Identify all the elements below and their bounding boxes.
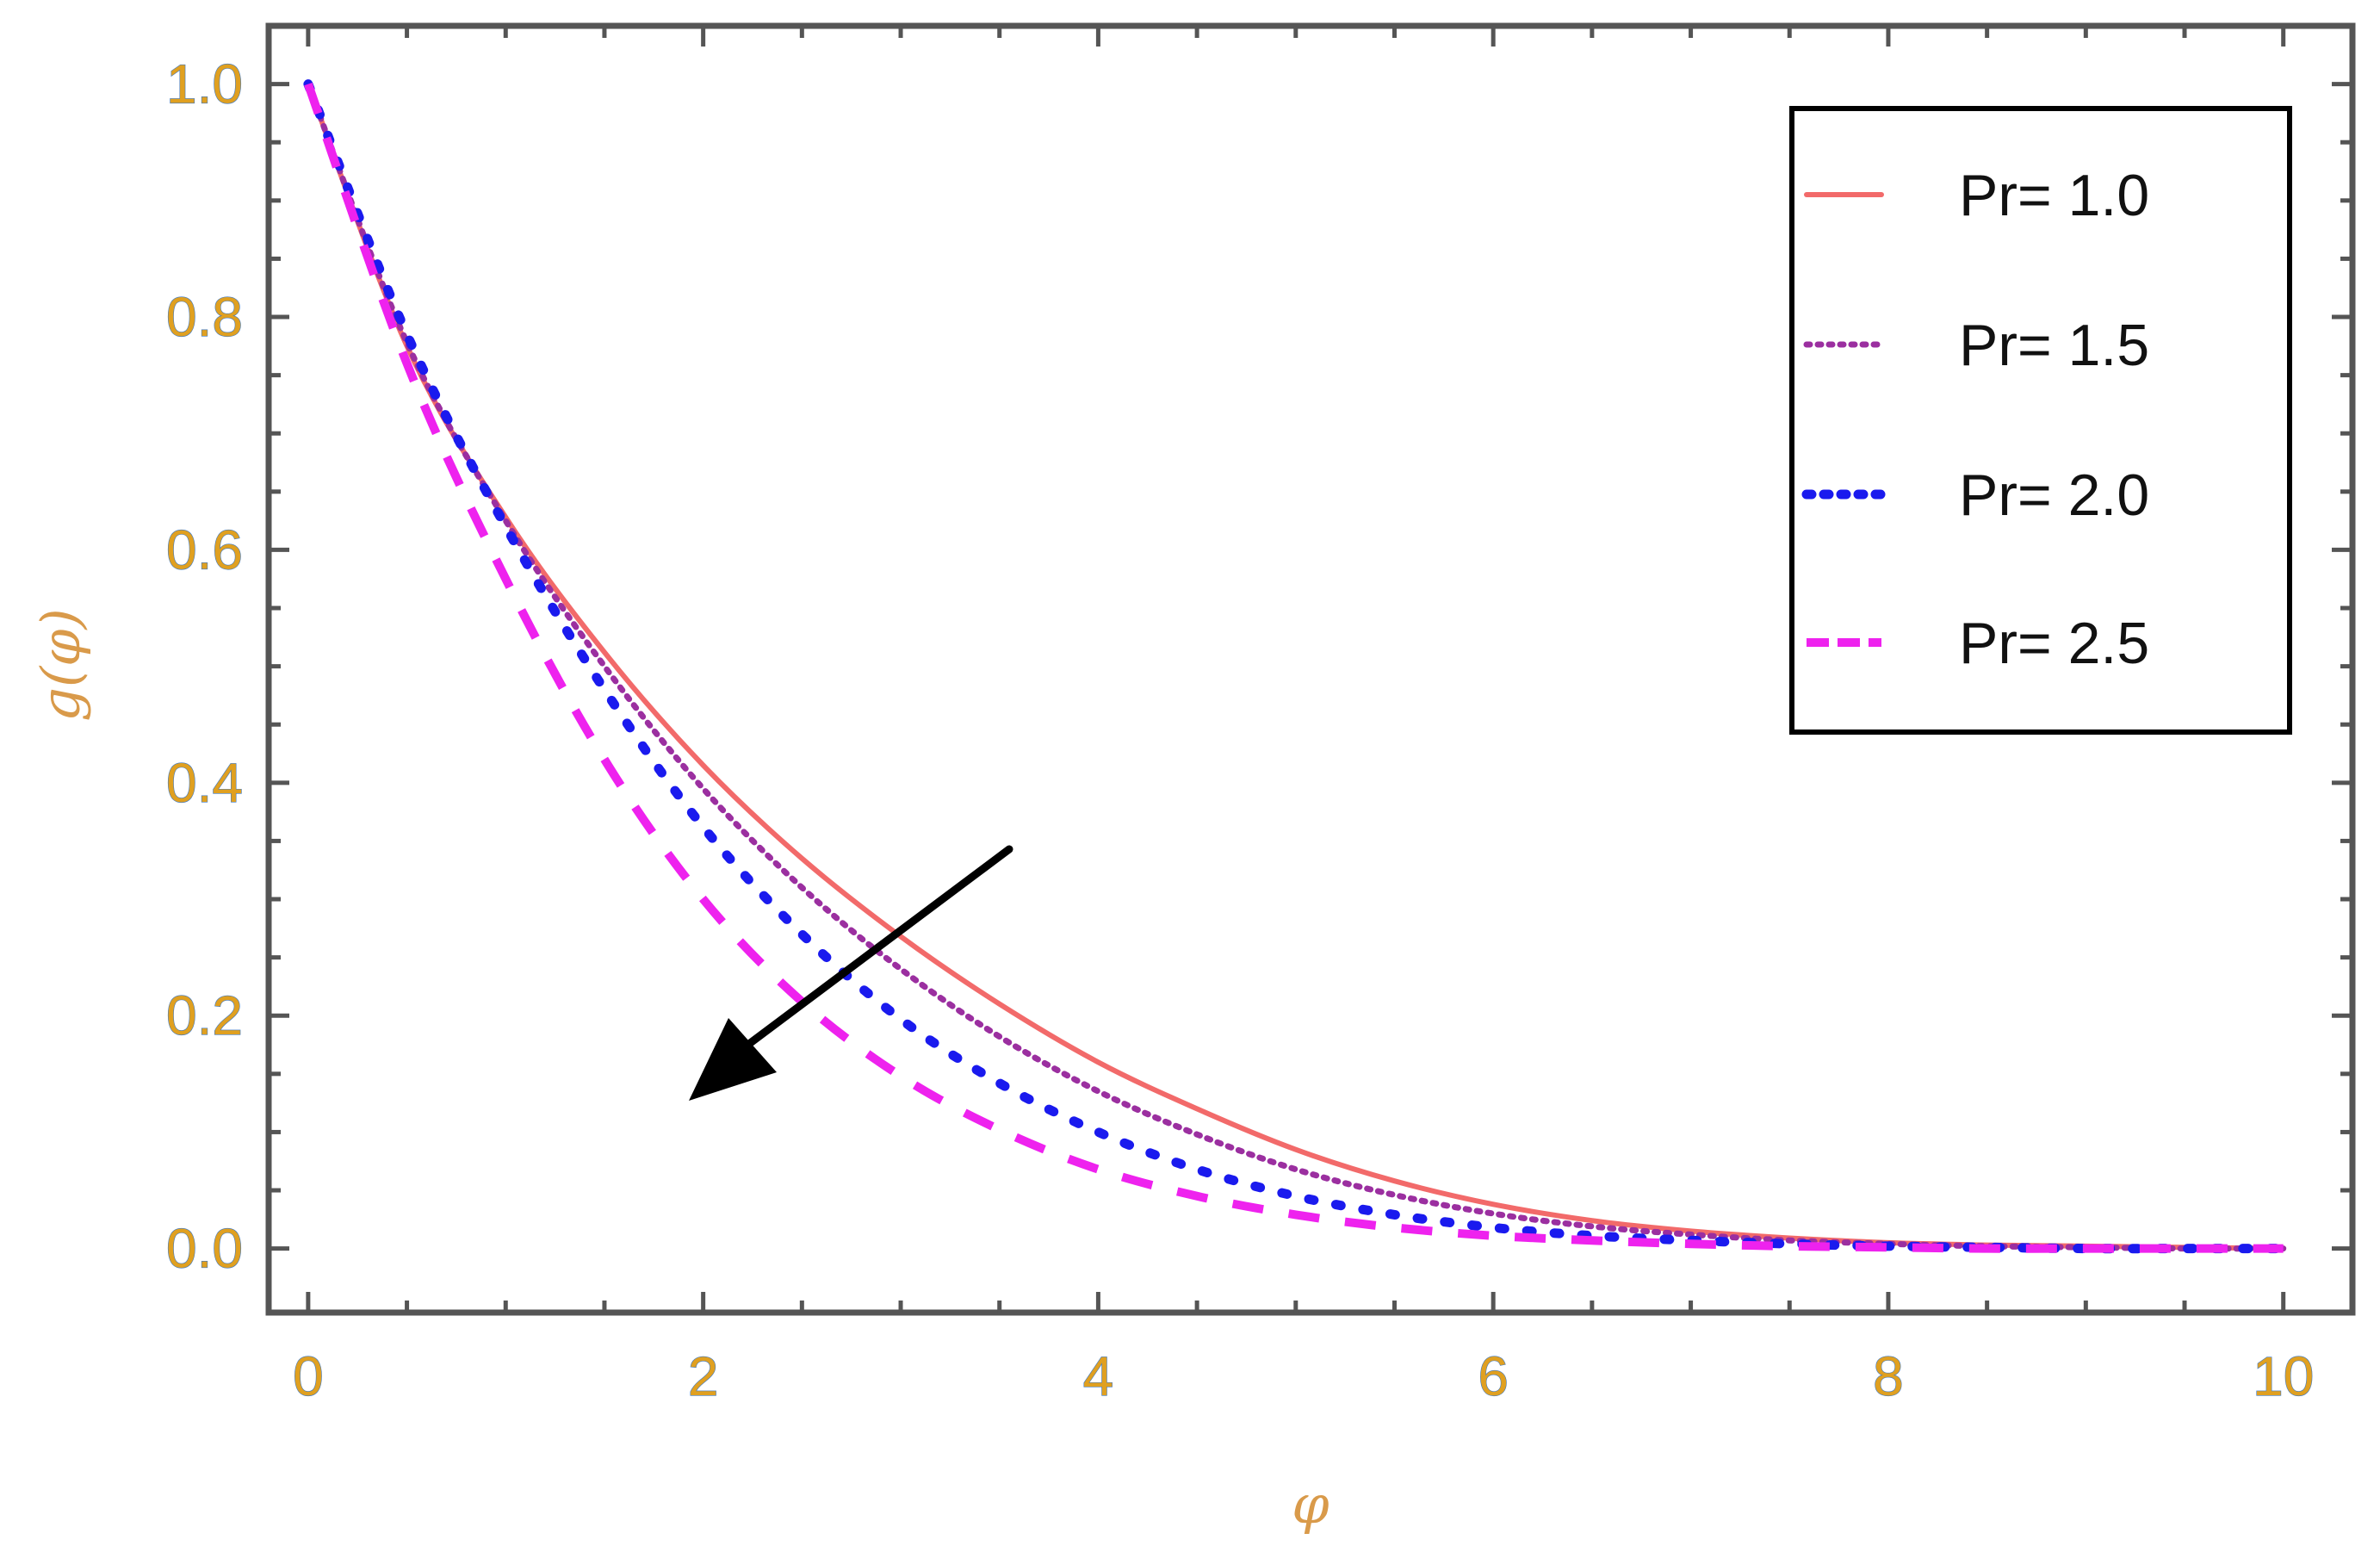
legend-items: Pr= 1.0 Pr= 1.5 Pr= 2.0 Pr= 2.5 [1801, 163, 2149, 676]
x-tick-label: 6 [1478, 1345, 1509, 1407]
x-tick-label: 2 [688, 1345, 719, 1407]
plot-frame [265, 22, 2356, 1316]
legend: Pr= 1.0 Pr= 1.5 Pr= 2.0 Pr= 2.5 [1789, 106, 2292, 735]
arrow-shaft [745, 845, 1013, 1048]
x-ticks [306, 26, 2286, 1313]
legend-label: Pr= 2.0 [1959, 462, 2149, 528]
x-tick-label: 0 [293, 1345, 324, 1407]
y-tick-label: 0.4 [166, 752, 243, 814]
y-tick-label: 0.8 [166, 286, 243, 348]
legend-box [1789, 106, 2292, 735]
x-axis-label: φ [1292, 1473, 1329, 1536]
legend-label: Pr= 1.5 [1959, 313, 2149, 378]
y-tick-label: 1.0 [166, 53, 243, 115]
trend-arrow [689, 845, 1013, 1101]
x-tick-label: 10 [2253, 1345, 2314, 1407]
plot-curves [303, 79, 2289, 1254]
y-axis-label: g(φ) [29, 608, 92, 721]
x-tick-labels: 0 2 4 6 8 10 [292, 1344, 2314, 1407]
y-tick-label: 0.0 [166, 1218, 243, 1280]
y-tick-label: 0.6 [166, 518, 243, 580]
legend-label: Pr= 2.5 [1959, 611, 2149, 676]
x-tick-label: 4 [1083, 1345, 1114, 1407]
series-line-4 [304, 82, 2284, 1253]
y-tick-label: 0.2 [166, 984, 243, 1046]
legend-label: Pr= 1.0 [1959, 163, 2149, 228]
x-tick-label: 8 [1873, 1345, 1904, 1407]
y-tick-labels: 0.0 0.2 0.4 0.6 0.8 1.0 [165, 53, 243, 1280]
y-ticks [269, 82, 2352, 1251]
arrow-head [689, 1018, 777, 1101]
